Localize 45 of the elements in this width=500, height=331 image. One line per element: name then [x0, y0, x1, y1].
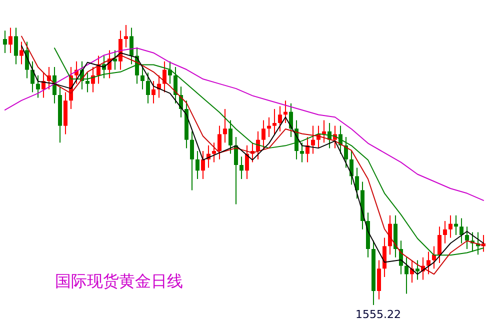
- candlestick: [416, 260, 420, 280]
- candlestick: [124, 24, 128, 48]
- candlestick: [388, 214, 392, 256]
- candlestick: [130, 27, 134, 65]
- candlestick: [306, 136, 310, 163]
- candlestick: [152, 80, 156, 104]
- candlestick: [262, 120, 266, 149]
- candlestick: [36, 74, 40, 98]
- candlestick: [3, 30, 7, 54]
- candlestick: [223, 108, 227, 144]
- candlestick: [465, 226, 469, 250]
- candlestick: [196, 150, 200, 180]
- candlestick: [377, 260, 381, 300]
- candlestick: [245, 144, 249, 180]
- candlestick: [443, 220, 447, 244]
- candlestick: [86, 72, 90, 93]
- candlestick: [190, 130, 194, 191]
- candlestick: [278, 106, 282, 132]
- annotation: 国际现货黄金日线: [55, 272, 183, 290]
- candlestick: [272, 108, 276, 135]
- candlestick: [212, 142, 216, 163]
- candlestick: [218, 125, 222, 160]
- candlestick: [113, 50, 117, 70]
- candlestick: [448, 214, 452, 238]
- candlestick: [460, 218, 464, 244]
- candlestick: [140, 66, 144, 90]
- candlestick: [300, 142, 304, 163]
- candlestick: [404, 256, 408, 294]
- candlestick: [344, 136, 348, 168]
- candlestick: [382, 237, 386, 278]
- candlestick: [14, 27, 18, 65]
- candlestick: [240, 156, 244, 180]
- candlestick: [311, 125, 315, 154]
- candlestick: [30, 60, 34, 93]
- candlestick: [20, 41, 24, 65]
- candlestick: [174, 66, 178, 104]
- candlestick: [162, 60, 166, 93]
- candlestick: [228, 120, 232, 154]
- text: 1555.22: [356, 308, 401, 321]
- candlestick: [8, 27, 12, 54]
- candlestick: [438, 226, 442, 264]
- candlestick: [201, 150, 205, 180]
- candlestick: [355, 167, 359, 200]
- candlestick: [426, 251, 430, 275]
- candlestick: [146, 72, 150, 104]
